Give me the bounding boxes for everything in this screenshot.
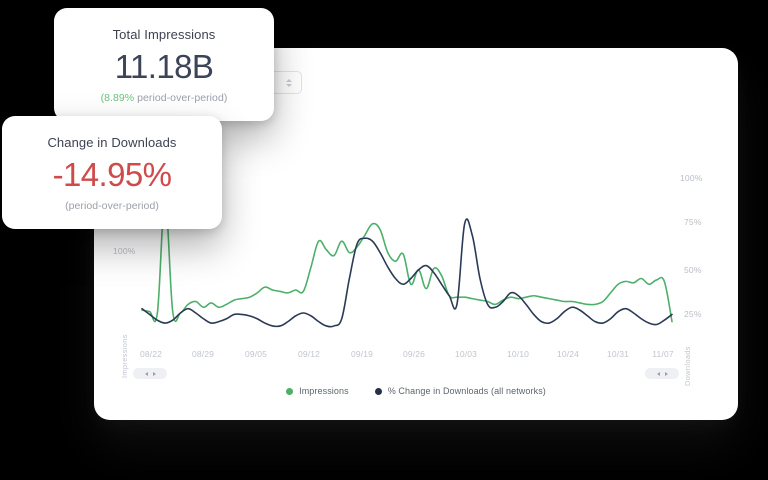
x-label-0: 08/22	[139, 349, 163, 359]
x-label-3: 09/12	[297, 349, 321, 359]
x-label-4: 09/19	[350, 349, 374, 359]
right-axis-tick-100: 100%	[680, 173, 703, 183]
stat-card-delta-suffix: period-over-period)	[134, 91, 228, 104]
x-label-2: 09/05	[244, 349, 268, 359]
stat-card-value: -14.95%	[52, 156, 172, 193]
arrow-right-icon	[152, 371, 156, 376]
range-handle-right[interactable]	[645, 368, 679, 379]
chart-legend: Impressions % Change in Downloads (all n…	[94, 386, 738, 396]
right-axis-tick-75: 75%	[684, 217, 702, 227]
right-axis-tick-50: 50%	[684, 265, 702, 275]
chart-line-impressions	[141, 198, 673, 323]
x-label-8: 10/24	[556, 349, 580, 359]
stat-card-title: Total Impressions	[112, 27, 216, 42]
range-handle-left[interactable]	[133, 368, 167, 379]
x-label-9: 10/31	[606, 349, 630, 359]
x-label-10: 11/07	[652, 349, 674, 359]
right-axis-tick-25: 25%	[684, 309, 702, 319]
legend-label-impressions: Impressions	[299, 386, 349, 396]
chart-line-change-in-downloads-all-networks	[141, 218, 673, 328]
legend-item-impressions[interactable]: Impressions	[286, 386, 349, 396]
stat-card-change-in-downloads: Change in Downloads -14.95% (period-over…	[2, 116, 222, 229]
legend-item-downloads[interactable]: % Change in Downloads (all networks)	[374, 386, 546, 396]
x-label-6: 10/03	[454, 349, 478, 359]
x-label-5: 09/26	[402, 349, 426, 359]
chart-plot-area	[94, 48, 738, 420]
chevron-updown-icon	[286, 78, 293, 87]
arrow-left-icon	[144, 371, 148, 376]
arrow-left-icon	[656, 371, 660, 376]
arrow-right-icon	[664, 371, 668, 376]
stat-card-title: Change in Downloads	[47, 135, 177, 150]
stat-card-delta: (8.89% period-over-period)	[54, 92, 274, 104]
x-label-7: 10/10	[506, 349, 530, 359]
stat-card-value: 11.18B	[114, 48, 214, 85]
left-axis-tick-100: 100%	[113, 246, 136, 256]
stat-card-delta-percent: (8.89%	[100, 91, 135, 104]
legend-dot-impressions	[286, 387, 294, 395]
chart-container: 100% 75% 50% 25% 100% Impressions Downlo…	[94, 48, 738, 420]
legend-label-downloads: % Change in Downloads (all networks)	[387, 386, 546, 396]
stat-card-total-impressions: Total Impressions 11.18B (8.89% period-o…	[54, 8, 274, 121]
x-label-1: 08/29	[191, 349, 215, 359]
stat-card-subtitle: (period-over-period)	[65, 199, 159, 212]
legend-dot-downloads	[374, 387, 382, 395]
